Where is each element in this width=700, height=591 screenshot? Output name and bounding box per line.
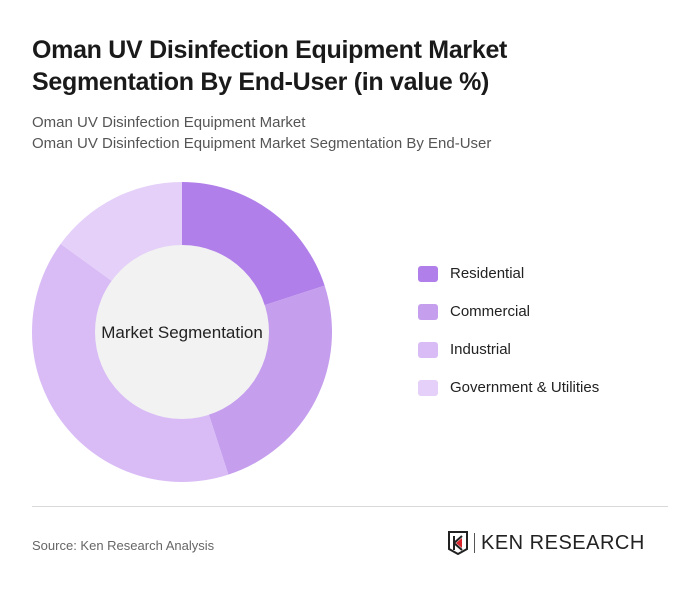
divider — [32, 506, 668, 507]
legend-swatch — [418, 379, 438, 396]
legend-item: Industrial — [418, 340, 599, 359]
legend-label: Commercial — [450, 303, 531, 320]
ken-research-logo: KEN RESEARCH — [448, 531, 645, 555]
subtitle-segmentation: Oman UV Disinfection Equipment Market Se… — [32, 135, 492, 152]
legend-label: Industrial — [450, 341, 511, 358]
legend-swatch — [418, 341, 438, 358]
chart-title: Oman UV Disinfection Equipment Market Se… — [32, 36, 508, 96]
legend-label: Government & Utilities — [450, 379, 600, 396]
logo-text: KEN RESEARCH — [474, 533, 645, 553]
legend-item: Commercial — [418, 302, 599, 321]
legend-item: Government & Utilities — [418, 378, 599, 397]
subtitle-market: Oman UV Disinfection Equipment Market — [32, 114, 306, 131]
legend-item: Residential — [418, 264, 599, 283]
legend: Residential Commercial Industrial Governmen… — [418, 264, 599, 416]
donut-hole — [95, 245, 269, 419]
ken-logo-icon — [448, 531, 468, 555]
center-label: Market Segmentation — [101, 323, 263, 342]
source-note: Source: Ken Research Analysis — [32, 538, 215, 553]
legend-swatch — [418, 303, 438, 320]
legend-swatch — [418, 265, 438, 282]
legend-label: Residential — [450, 265, 525, 282]
